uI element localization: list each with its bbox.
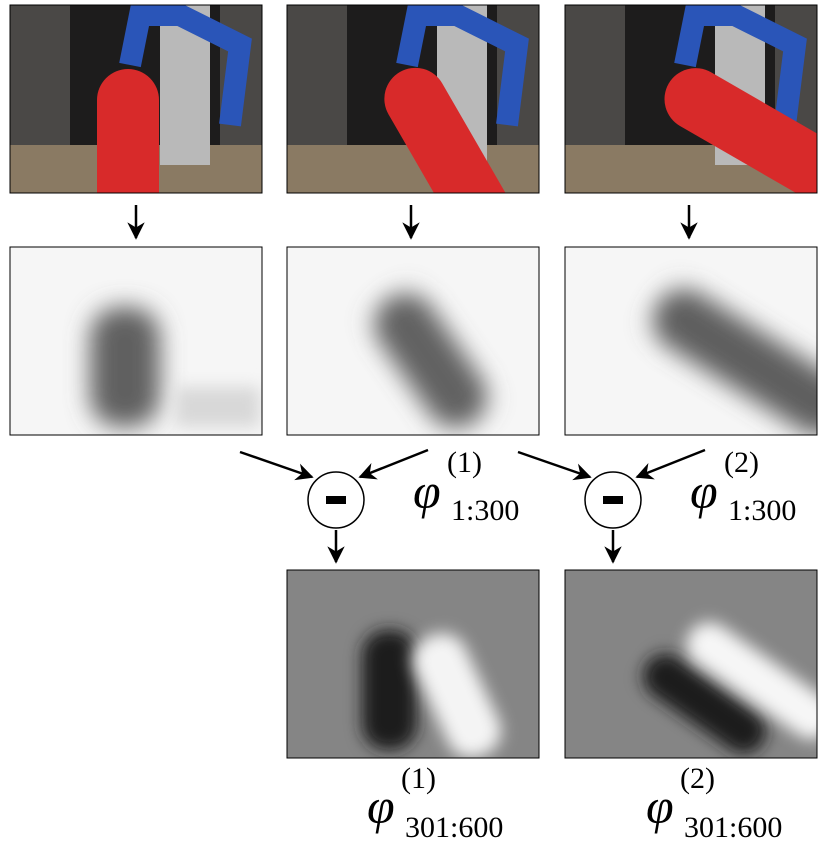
subscript: 1:300 (451, 494, 519, 527)
feature-label: φ (2) 1:300 (690, 446, 796, 527)
subtract-node (585, 472, 641, 528)
photo (287, 5, 539, 257)
feature-label: φ (1) 301:600 (367, 762, 503, 844)
difference-map-row (287, 570, 823, 766)
difference-map (565, 570, 823, 762)
photo (10, 5, 262, 193)
feature-label: φ (2) 301:600 (646, 762, 782, 844)
symbol: φ (413, 463, 441, 519)
photo (565, 5, 823, 228)
subscript: 301:600 (684, 811, 782, 844)
subscript: 1:300 (728, 494, 796, 527)
superscript: (1) (447, 446, 482, 479)
superscript: (2) (724, 446, 759, 479)
feature-map (10, 247, 262, 435)
symbol: φ (690, 463, 718, 519)
subscript: 301:600 (405, 811, 503, 844)
photo-row (10, 5, 823, 257)
feature-map-row (10, 247, 823, 447)
diagram: φ (1) 1:300 φ (2) 1:300 φ (1) 301:600 φ … (0, 0, 823, 848)
symbol: φ (367, 778, 395, 834)
feature-map (565, 247, 823, 447)
symbol: φ (646, 778, 674, 834)
difference-map (287, 570, 539, 766)
feature-label: φ (1) 1:300 (413, 446, 519, 527)
superscript: (2) (680, 762, 715, 795)
superscript: (1) (401, 762, 436, 795)
subtract-node (308, 472, 364, 528)
feature-map (287, 247, 539, 440)
